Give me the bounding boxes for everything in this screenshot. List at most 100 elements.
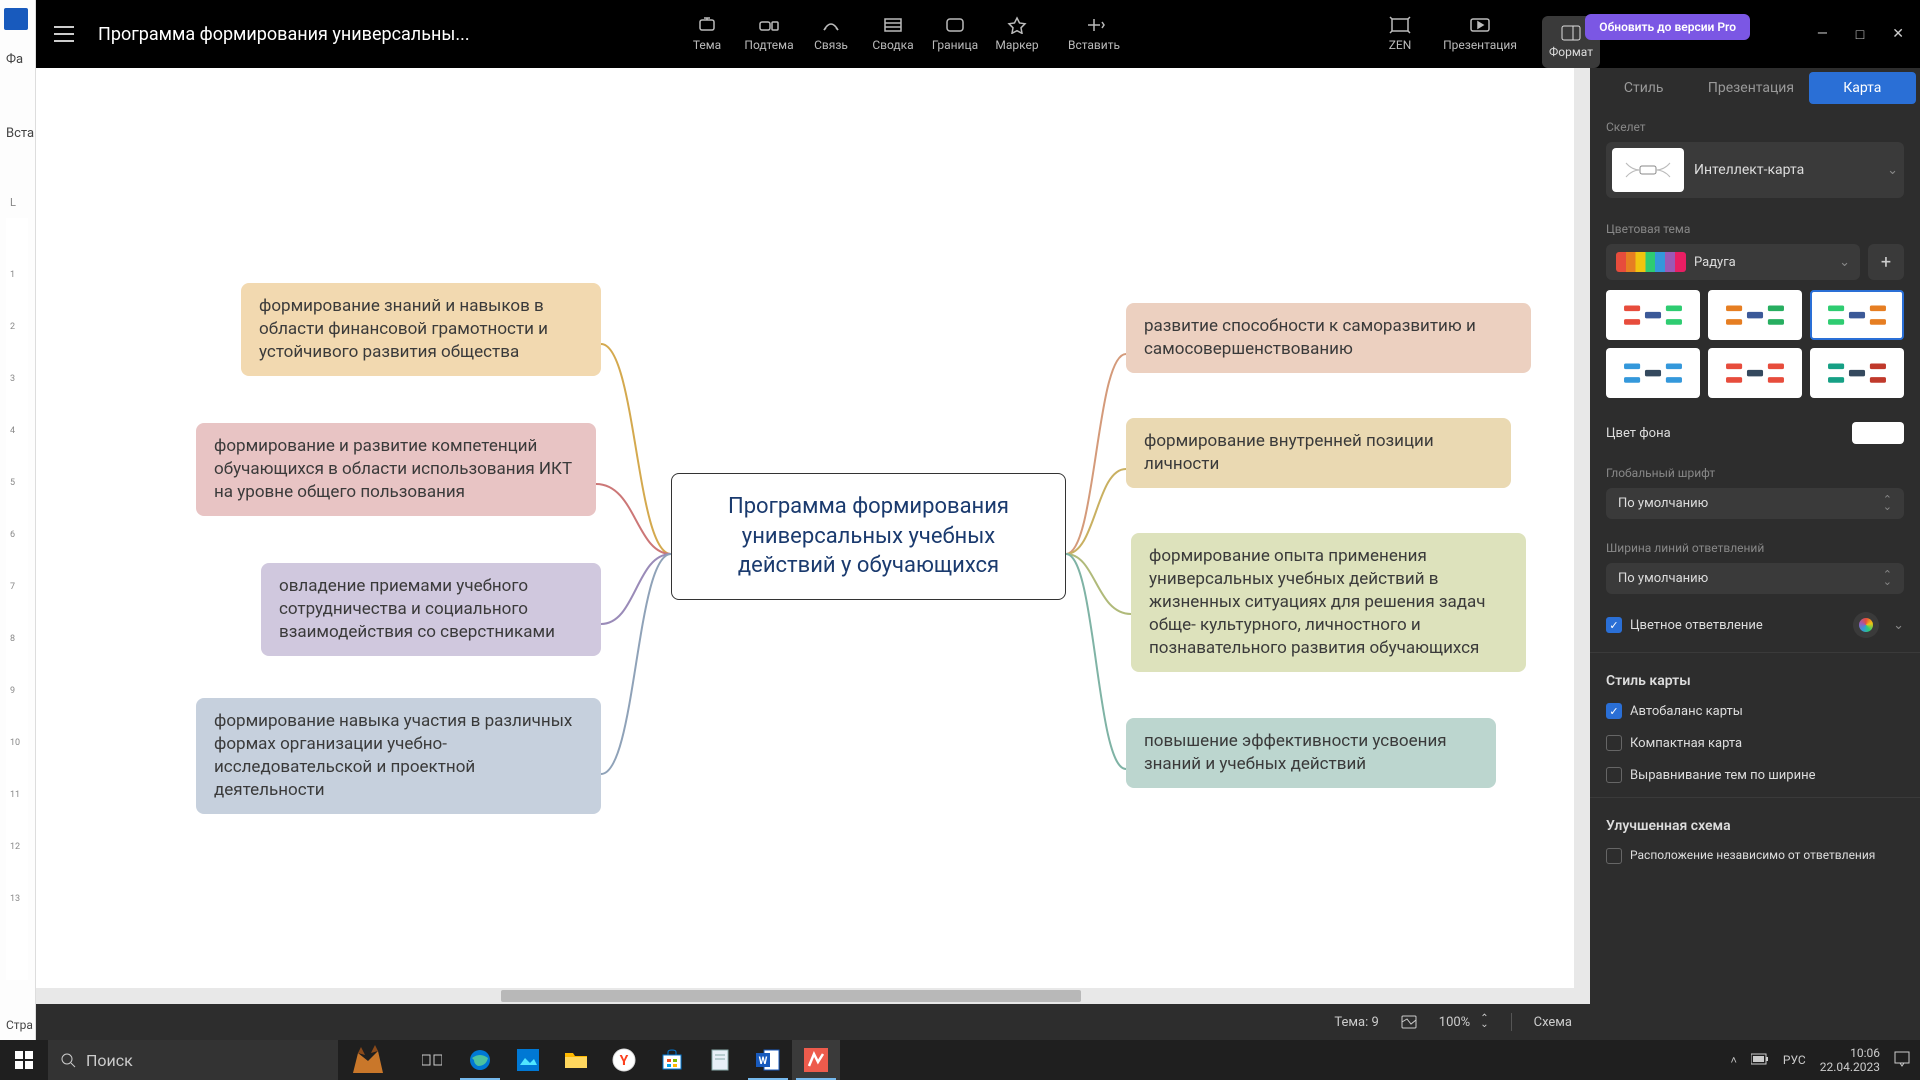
battery-icon[interactable] <box>1751 1053 1769 1068</box>
autobalance-label: Автобаланс карты <box>1630 704 1743 719</box>
taskbar-apps: Y W <box>408 1040 840 1080</box>
tool-вставить[interactable]: Вставить <box>1048 0 1140 68</box>
global-font-label: Глобальный шрифт <box>1590 454 1920 488</box>
start-button[interactable] <box>0 1040 48 1080</box>
select-chevron-icon: ⌃⌄ <box>1883 497 1892 510</box>
autobalance-checkbox[interactable] <box>1606 703 1622 719</box>
scheme-button[interactable]: Схема <box>1534 1015 1572 1030</box>
language-indicator[interactable]: РУС <box>1783 1053 1806 1067</box>
minimize-button[interactable]: — <box>1817 26 1828 42</box>
tool-zen[interactable]: ZEN <box>1360 0 1440 68</box>
map-style-title: Стиль карты <box>1590 659 1920 695</box>
bg-color-swatch[interactable] <box>1852 422 1904 444</box>
panel-tabs: СтильПрезентацияКарта <box>1590 68 1920 108</box>
upgrade-pro-button[interactable]: Обновить до версии Pro <box>1585 14 1750 40</box>
edge-icon[interactable] <box>456 1040 504 1080</box>
zoom-level[interactable]: 100%⌃⌄ <box>1439 1015 1489 1030</box>
theme-thumb-3[interactable] <box>1606 348 1700 398</box>
svg-text:Y: Y <box>620 1053 629 1069</box>
align-checkbox[interactable] <box>1606 767 1622 783</box>
skeleton-selector[interactable]: Интеллект-карта ⌄ <box>1606 142 1904 198</box>
window-controls: — □ ✕ <box>1817 0 1904 68</box>
svg-text:W: W <box>759 1056 768 1067</box>
word-icon[interactable]: W <box>744 1040 792 1080</box>
topic-node-6[interactable]: формирование опыта применения универсаль… <box>1131 533 1526 672</box>
add-theme-button[interactable]: + <box>1868 244 1904 280</box>
panel-tab-2[interactable]: Карта <box>1809 72 1916 104</box>
theme-thumb-1[interactable] <box>1708 290 1802 340</box>
body-area: Программа формирования универсальных уче… <box>36 68 1920 1040</box>
theme-thumbnails <box>1590 290 1920 412</box>
notifications-icon[interactable] <box>1894 1051 1910 1070</box>
theme-thumb-0[interactable] <box>1606 290 1700 340</box>
map-overview-button[interactable] <box>1401 1014 1417 1030</box>
word-icon <box>4 8 28 30</box>
tool-граница[interactable]: Граница <box>924 0 986 68</box>
color-ring-button[interactable] <box>1853 612 1879 638</box>
document-title: Программа формирования универсальны... <box>98 24 470 45</box>
topic-node-2[interactable]: овладение приемами учебного сотрудничест… <box>261 563 601 656</box>
tool-связь[interactable]: Связь <box>800 0 862 68</box>
word-page-fragment: Стра <box>6 1018 33 1032</box>
mindmap-canvas[interactable]: Программа формирования универсальных уче… <box>36 68 1590 1040</box>
task-view-button[interactable] <box>408 1040 456 1080</box>
theme-thumb-2[interactable] <box>1810 290 1904 340</box>
scrollbar-thumb[interactable] <box>501 990 1081 1002</box>
color-theme-label: Цветовая тема <box>1590 210 1920 244</box>
status-bar: Тема: 9 100%⌃⌄ Схема <box>36 1004 1590 1040</box>
theme-count[interactable]: Тема: 9 <box>1334 1015 1378 1030</box>
compact-checkbox[interactable] <box>1606 735 1622 751</box>
store-icon[interactable] <box>648 1040 696 1080</box>
word-menu-fragment2: Вста <box>6 126 34 141</box>
topic-node-3[interactable]: формирование навыка участия в различных … <box>196 698 601 814</box>
tool-маркер[interactable]: Маркер <box>986 0 1048 68</box>
canvas-scrollbar-horizontal[interactable] <box>36 988 1590 1004</box>
tool-подтема[interactable]: Подтема <box>738 0 800 68</box>
maximize-button[interactable]: □ <box>1856 26 1864 43</box>
color-theme-value: Радуга <box>1694 255 1831 270</box>
canvas-scrollbar-vertical[interactable] <box>1574 68 1590 988</box>
skeleton-value: Интеллект-карта <box>1694 162 1877 178</box>
tray-chevron-icon[interactable]: ˄ <box>1730 1054 1736 1067</box>
photos-icon[interactable] <box>504 1040 552 1080</box>
topic-node-1[interactable]: формирование и развитие компетенций обуч… <box>196 423 596 516</box>
independent-checkbox[interactable] <box>1606 848 1622 864</box>
skeleton-preview <box>1612 148 1684 192</box>
branch-width-select[interactable]: По умолчанию ⌃⌄ <box>1606 563 1904 594</box>
menu-button[interactable] <box>36 0 92 68</box>
clock[interactable]: 10:06 22.04.2023 <box>1820 1046 1880 1075</box>
skeleton-section-label: Скелет <box>1590 108 1920 142</box>
yandex-icon[interactable]: Y <box>600 1040 648 1080</box>
tool-сводка[interactable]: Сводка <box>862 0 924 68</box>
word-menu-fragment: Фа <box>6 52 23 67</box>
xmind-icon[interactable] <box>792 1040 840 1080</box>
improved-scheme-title: Улучшенная схема <box>1590 804 1920 840</box>
topic-node-5[interactable]: формирование внутренней позиции личности <box>1126 418 1511 488</box>
global-font-select[interactable]: По умолчанию ⌃⌄ <box>1606 488 1904 519</box>
tool-презентация[interactable]: Презентация <box>1440 0 1520 68</box>
topic-node-4[interactable]: развитие способности к саморазвитию и са… <box>1126 303 1531 373</box>
tool-тема[interactable]: Тема <box>676 0 738 68</box>
compact-label: Компактная карта <box>1630 736 1742 751</box>
format-panel: СтильПрезентацияКарта Скелет Интеллект-к… <box>1590 68 1920 1040</box>
chevron-down-icon: ⌄ <box>1887 163 1898 178</box>
topic-node-0[interactable]: формирование знаний и навыков в области … <box>241 283 601 376</box>
colored-branch-checkbox[interactable] <box>1606 617 1622 633</box>
panel-tab-1[interactable]: Презентация <box>1697 68 1804 108</box>
word-background-strip: Фа Вста L 12345678910111213 Стра <box>0 0 36 1040</box>
panel-tab-0[interactable]: Стиль <box>1590 68 1697 108</box>
theme-thumb-5[interactable] <box>1810 348 1904 398</box>
format-label: Формат <box>1549 45 1593 59</box>
center-topic[interactable]: Программа формирования универсальных уче… <box>671 473 1066 600</box>
color-theme-selector[interactable]: Радуга ⌄ <box>1606 244 1860 280</box>
notepad-icon[interactable] <box>696 1040 744 1080</box>
independent-label: Расположение независимо от ответвления <box>1630 848 1875 864</box>
rainbow-swatch <box>1616 252 1686 272</box>
close-button[interactable]: ✕ <box>1892 26 1904 42</box>
taskbar-fox-image <box>338 1040 398 1080</box>
windows-taskbar: Поиск Y W ˄ РУС 10:06 22.04.2023 <box>0 1040 1920 1080</box>
explorer-icon[interactable] <box>552 1040 600 1080</box>
taskbar-search[interactable]: Поиск <box>48 1040 338 1080</box>
topic-node-7[interactable]: повышение эффективности усвоения знаний … <box>1126 718 1496 788</box>
theme-thumb-4[interactable] <box>1708 348 1802 398</box>
